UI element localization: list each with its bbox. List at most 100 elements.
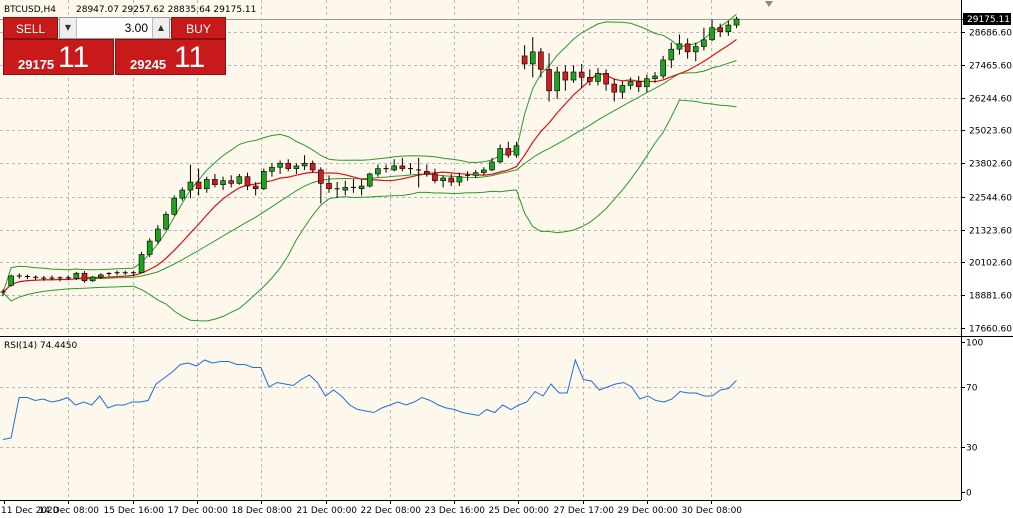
ask-price-main: 29245 bbox=[130, 57, 167, 72]
candle-bear bbox=[228, 180, 234, 184]
ask-price-pips: 11 bbox=[174, 41, 206, 74]
sell-button[interactable]: SELL bbox=[3, 17, 58, 39]
candle-bull bbox=[269, 166, 275, 172]
candle-bear bbox=[684, 43, 691, 53]
chevron-down-icon[interactable]: ▼ bbox=[60, 18, 77, 38]
candle-bull bbox=[179, 189, 186, 199]
upper-band bbox=[2, 13, 737, 293]
candle-bull bbox=[358, 185, 365, 190]
candles bbox=[0, 16, 740, 297]
lower-band bbox=[2, 99, 737, 322]
candle-bull bbox=[301, 162, 308, 167]
candle-bull bbox=[692, 46, 699, 53]
axes: 28686.60 27465.60 26244.60 25023.60 23802.60… bbox=[1, 19, 1012, 516]
candle-bear bbox=[538, 51, 544, 70]
candle-bull bbox=[293, 165, 300, 169]
time-tick-label: 30 Dec 08:00 bbox=[682, 506, 743, 516]
candle-bear bbox=[546, 69, 552, 92]
time-tick-label: 15 Dec 16:00 bbox=[104, 506, 165, 516]
chevron-up-icon[interactable]: ▲ bbox=[152, 18, 169, 38]
candle-bull bbox=[260, 170, 267, 190]
candle-bull bbox=[220, 180, 226, 186]
candle-bear bbox=[562, 71, 569, 81]
candle-bear bbox=[448, 177, 455, 183]
candle-bull bbox=[529, 51, 536, 65]
price-tick-label: 23802.60 bbox=[969, 160, 1012, 170]
time-tick-label: 17 Dec 00:00 bbox=[168, 506, 229, 516]
candle-bull bbox=[171, 197, 177, 215]
candle-bear bbox=[432, 173, 438, 181]
candle-bull bbox=[236, 176, 243, 184]
sell-price-button[interactable]: 29175 11 bbox=[3, 39, 114, 75]
time-tick-label: 27 Dec 17:00 bbox=[554, 506, 615, 516]
lot-size-value[interactable]: 3.00 bbox=[124, 21, 148, 35]
candle-bear bbox=[611, 83, 618, 93]
time-tick-label: 18 Dec 08:00 bbox=[232, 506, 293, 516]
bid-price-main: 29175 bbox=[18, 57, 55, 72]
candle-bull bbox=[456, 176, 463, 183]
rsi-label: RSI(14) 74.4450 bbox=[4, 341, 77, 351]
candle-bull bbox=[595, 73, 601, 82]
one-click-trading-panel: SELL ▼ 3.00 ▲ BUY 29175 11 29245 11 bbox=[3, 17, 226, 75]
candle-bull bbox=[440, 177, 446, 181]
candle-bull bbox=[619, 85, 626, 93]
candle-bull bbox=[187, 181, 194, 191]
candle-bull bbox=[8, 275, 14, 286]
candle-bear bbox=[635, 81, 642, 88]
candle-bull bbox=[725, 24, 732, 33]
lot-size-stepper[interactable]: ▼ 3.00 ▲ bbox=[59, 17, 170, 39]
candle-bull bbox=[497, 148, 503, 163]
candle-bull bbox=[472, 172, 479, 176]
candle-bull bbox=[98, 274, 104, 278]
candle-bear bbox=[244, 176, 251, 187]
candle-bear bbox=[285, 162, 292, 169]
candle-bull bbox=[342, 187, 349, 191]
candle-bear bbox=[318, 169, 324, 184]
buy-button[interactable]: BUY bbox=[171, 17, 226, 39]
rsi-tick-label: 0 bbox=[966, 489, 972, 499]
candle-bear bbox=[717, 27, 724, 33]
candle-bull bbox=[163, 213, 169, 230]
candle-bull bbox=[138, 254, 145, 274]
candle-bull bbox=[73, 272, 80, 279]
candle-bull bbox=[652, 75, 658, 80]
time-tick-label: 14 Dec 08:00 bbox=[39, 506, 100, 516]
candle-bull bbox=[733, 18, 740, 26]
time-tick-label: 25 Dec 00:00 bbox=[489, 506, 550, 516]
shift-marker-icon[interactable] bbox=[765, 1, 773, 7]
chart-header-symbol: BTCUSD,H4 bbox=[4, 5, 56, 15]
candle-bull bbox=[676, 43, 683, 50]
candle-bear bbox=[578, 71, 585, 78]
price-tick-label: 26244.60 bbox=[969, 95, 1012, 105]
candle-bull bbox=[660, 59, 666, 77]
rsi-plot-background bbox=[0, 338, 961, 500]
price-tick-label: 21323.60 bbox=[969, 227, 1012, 237]
time-tick-label: 29 Dec 00:00 bbox=[618, 506, 679, 516]
candle-bull bbox=[627, 81, 634, 86]
buy-price-button[interactable]: 29245 11 bbox=[115, 39, 226, 75]
candle-bull bbox=[89, 276, 96, 282]
candle-bull bbox=[709, 27, 715, 41]
bid-price-pips: 11 bbox=[58, 41, 90, 74]
rsi-line bbox=[2, 358, 737, 440]
candle-bear bbox=[521, 55, 528, 65]
time-tick-label: 21 Dec 00:00 bbox=[297, 506, 358, 516]
candle-bear bbox=[195, 181, 202, 190]
candle-bull bbox=[513, 145, 520, 156]
candle-bull bbox=[203, 179, 210, 190]
candle-bull bbox=[366, 173, 373, 187]
last-price-tag: 29175.11 bbox=[963, 13, 1011, 25]
price-tick-label: 22544.60 bbox=[969, 194, 1012, 204]
candle-bull bbox=[489, 161, 495, 171]
candle-bull bbox=[375, 168, 381, 175]
time-tick-label: 11 Dec 2020 bbox=[1, 506, 59, 516]
candle-bear bbox=[505, 148, 512, 156]
price-tick-label: 18881.60 bbox=[969, 292, 1012, 302]
price-tick-label: 17660.60 bbox=[969, 325, 1012, 335]
price-tick-label: 25023.60 bbox=[969, 127, 1012, 137]
price-tick-label: 27465.60 bbox=[969, 62, 1012, 72]
candle-bull bbox=[701, 39, 707, 47]
candle-bull bbox=[554, 71, 561, 92]
